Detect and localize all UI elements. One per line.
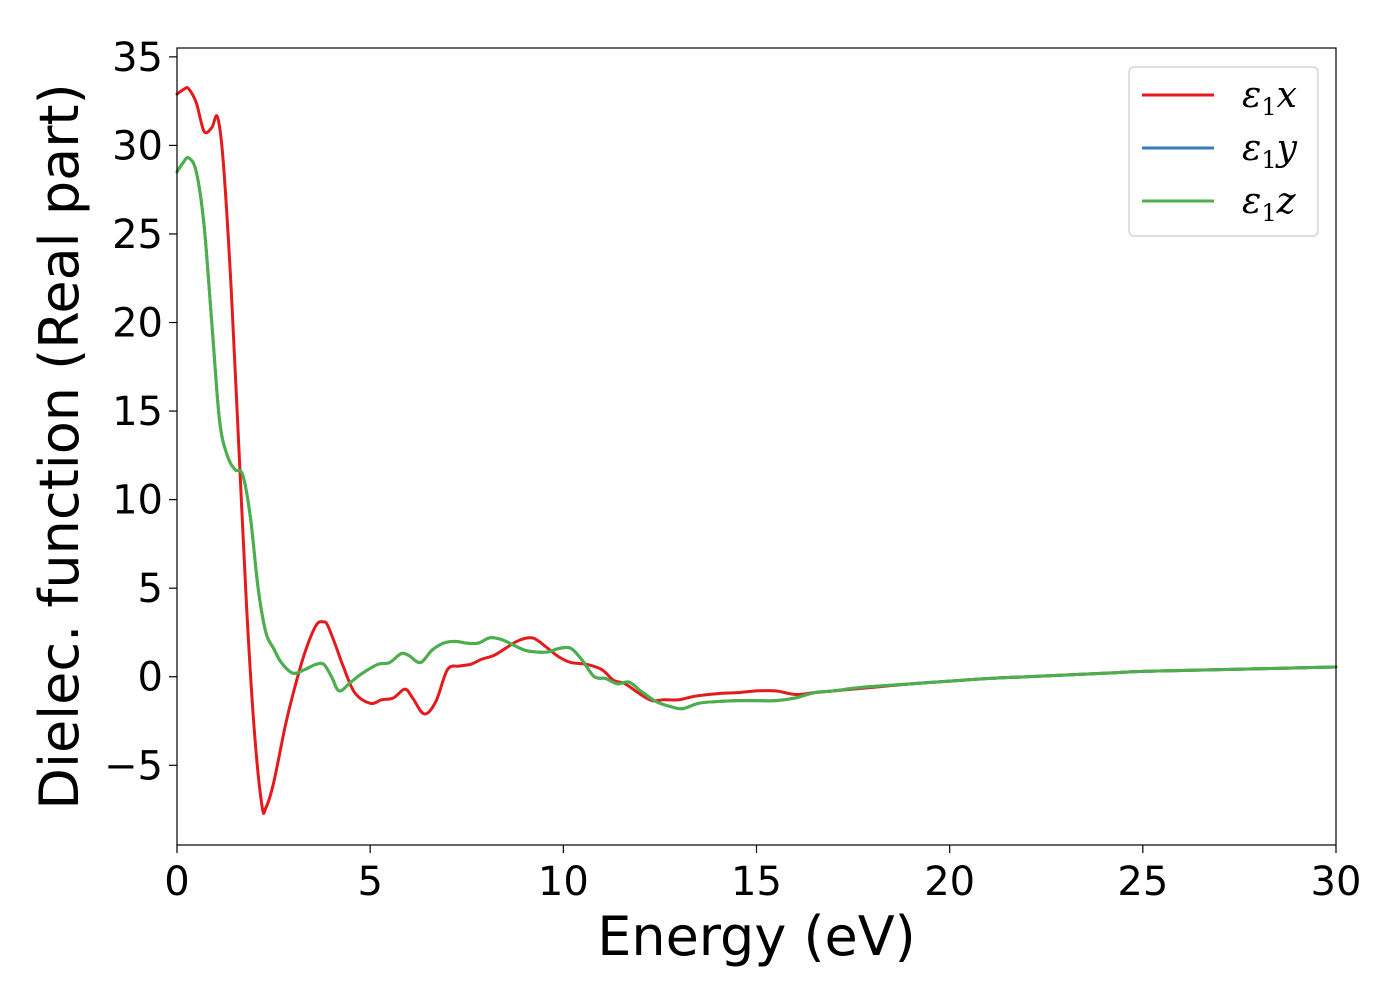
- y-tick-label: 30: [112, 123, 163, 169]
- legend-label: ε1z: [1242, 181, 1297, 227]
- y-tick-label: 25: [112, 212, 163, 258]
- legend-item-x: ε1x: [1142, 75, 1297, 121]
- series-layer: [175, 85, 1338, 815]
- x-tick-label: 5: [357, 859, 382, 905]
- legend-item-z: ε1z: [1142, 181, 1297, 227]
- x-tick-label: 20: [924, 859, 975, 905]
- x-tick-label: 25: [1117, 859, 1168, 905]
- y-tick-label: −5: [104, 743, 163, 789]
- y-tick-label: 35: [112, 35, 163, 81]
- legend-item-y: ε1y: [1142, 128, 1298, 174]
- x-tick-label: 15: [731, 859, 782, 905]
- legend-label: ε1y: [1242, 128, 1298, 174]
- legend-label: ε1x: [1242, 75, 1297, 121]
- x-tick-label: 0: [164, 859, 189, 905]
- y-tick-label: 15: [112, 389, 163, 435]
- series-line-y: [175, 156, 1338, 711]
- y-axis-label: Dielec. function (Real part): [28, 83, 91, 809]
- x-tick-label: 10: [538, 859, 589, 905]
- legend: ε1x ε1y ε1z: [1128, 66, 1319, 237]
- y-tick-label: 10: [112, 478, 163, 524]
- series-line-z: [175, 156, 1338, 711]
- ticks-layer: 0 5 10 15 20 25 30 −5 0 5 10 15 20 25 30 35: [104, 35, 1361, 905]
- y-tick-label: 0: [138, 655, 163, 701]
- x-tick-label: 30: [1311, 859, 1362, 905]
- legend-box: [1128, 66, 1319, 237]
- y-tick-label: 5: [138, 566, 163, 612]
- y-tick-label: 20: [112, 301, 163, 347]
- x-axis-label: Energy (eV): [597, 905, 916, 968]
